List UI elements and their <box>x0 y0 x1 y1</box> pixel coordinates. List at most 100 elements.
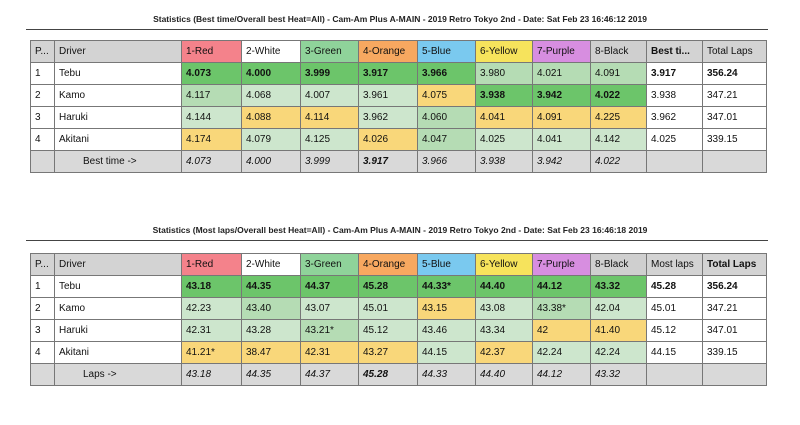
header-3-green[interactable]: 3-Green <box>300 253 359 276</box>
total-cell: 347.21 <box>702 84 767 107</box>
header-4-orange[interactable]: 4-Orange <box>358 253 418 276</box>
footer-label: Laps -> <box>54 363 182 386</box>
total-cell: 347.01 <box>702 106 767 129</box>
table2-title: Statistics (Most laps/Overall best Heat=… <box>152 225 648 235</box>
header-6-yellow[interactable]: 6-Yellow <box>475 40 533 63</box>
header-8-black[interactable]: 8-Black <box>590 40 647 63</box>
lap-cell: 45.12 <box>358 319 418 342</box>
header-driver[interactable]: Driver <box>54 253 182 276</box>
table-row[interactable]: 1 Tebu 4.073 4.000 3.999 3.917 3.966 3.9… <box>30 62 767 85</box>
lap-cell: 3.917 <box>358 62 418 85</box>
lap-cell: 44.37 <box>300 275 359 298</box>
lap-cell: 4.026 <box>358 128 418 151</box>
lap-cell: 38.47 <box>241 341 301 364</box>
lap-cell: 42.23 <box>181 297 242 320</box>
lap-cell: 4.088 <box>241 106 301 129</box>
lap-cell: 4.022 <box>590 84 647 107</box>
header-7-purple[interactable]: 7-Purple <box>532 253 591 276</box>
best-cell: 45.28 <box>646 275 703 298</box>
lap-cell: 4.125 <box>300 128 359 151</box>
table-row[interactable]: 1 Tebu 43.18 44.35 44.37 45.28 44.33* 44… <box>30 275 767 298</box>
pos-cell: 3 <box>30 319 55 342</box>
lap-cell: 43.21* <box>300 319 359 342</box>
lap-cell: 44.33* <box>417 275 476 298</box>
header-7-purple[interactable]: 7-Purple <box>532 40 591 63</box>
header-5-blue[interactable]: 5-Blue <box>417 40 476 63</box>
footer-cell: 4.000 <box>241 150 301 173</box>
header-3-green[interactable]: 3-Green <box>300 40 359 63</box>
footer-cell: 3.917 <box>358 150 418 173</box>
pos-cell: 3 <box>30 106 55 129</box>
lap-cell: 3.942 <box>532 84 591 107</box>
header-2-white[interactable]: 2-White <box>241 253 301 276</box>
best-cell: 3.962 <box>646 106 703 129</box>
most-laps-table: P... Driver 1-Red 2-White 3-Green 4-Oran… <box>30 253 767 386</box>
lap-cell: 42.37 <box>475 341 533 364</box>
footer-cell: 45.28 <box>358 363 418 386</box>
total-cell: 356.24 <box>702 275 767 298</box>
footer-cell: 44.12 <box>532 363 591 386</box>
total-cell: 339.15 <box>702 128 767 151</box>
header-most-laps[interactable]: Most laps <box>646 253 703 276</box>
footer-row: Laps -> 43.18 44.35 44.37 45.28 44.33 44… <box>30 363 767 386</box>
lap-cell: 4.000 <box>241 62 301 85</box>
lap-cell: 43.28 <box>241 319 301 342</box>
table-row[interactable]: 4 Akitani 41.21* 38.47 42.31 43.27 44.15… <box>30 341 767 364</box>
footer-cell: 44.37 <box>300 363 359 386</box>
total-cell: 339.15 <box>702 341 767 364</box>
header-total-laps[interactable]: Total Laps <box>702 40 767 63</box>
lap-cell: 43.46 <box>417 319 476 342</box>
lap-cell: 4.068 <box>241 84 301 107</box>
lap-cell: 4.021 <box>532 62 591 85</box>
table-row[interactable]: 3 Haruki 42.31 43.28 43.21* 45.12 43.46 … <box>30 319 767 342</box>
lap-cell: 45.28 <box>358 275 418 298</box>
header-pos[interactable]: P... <box>30 253 55 276</box>
header-1-red[interactable]: 1-Red <box>181 40 242 63</box>
lap-cell: 4.047 <box>417 128 476 151</box>
header-driver[interactable]: Driver <box>54 40 182 63</box>
table-row[interactable]: 4 Akitani 4.174 4.079 4.125 4.026 4.047 … <box>30 128 767 151</box>
lap-cell: 3.980 <box>475 62 533 85</box>
lap-cell: 4.174 <box>181 128 242 151</box>
total-cell: 347.21 <box>702 297 767 320</box>
lap-cell: 3.999 <box>300 62 359 85</box>
table1-title: Statistics (Best time/Overall best Heat=… <box>153 14 647 24</box>
header-pos[interactable]: P... <box>30 40 55 63</box>
best-cell: 3.938 <box>646 84 703 107</box>
footer-cell: 44.35 <box>241 363 301 386</box>
table-row[interactable]: 2 Kamo 42.23 43.40 43.07 45.01 43.15 43.… <box>30 297 767 320</box>
driver-cell: Kamo <box>54 84 182 107</box>
header-4-orange[interactable]: 4-Orange <box>358 40 418 63</box>
header-2-white[interactable]: 2-White <box>241 40 301 63</box>
header-1-red[interactable]: 1-Red <box>181 253 242 276</box>
header-best-time[interactable]: Best ti... <box>646 40 703 63</box>
table-row[interactable]: 3 Haruki 4.144 4.088 4.114 3.962 4.060 4… <box>30 106 767 129</box>
total-cell: 347.01 <box>702 319 767 342</box>
best-time-table: P... Driver 1-Red 2-White 3-Green 4-Oran… <box>30 40 767 173</box>
lap-cell: 42.04 <box>590 297 647 320</box>
header-5-blue[interactable]: 5-Blue <box>417 253 476 276</box>
header-total-laps[interactable]: Total Laps <box>702 253 767 276</box>
lap-cell: 42.31 <box>181 319 242 342</box>
total-cell: 356.24 <box>702 62 767 85</box>
header-6-yellow[interactable]: 6-Yellow <box>475 253 533 276</box>
best-cell: 3.917 <box>646 62 703 85</box>
lap-cell: 43.18 <box>181 275 242 298</box>
lap-cell: 4.091 <box>532 106 591 129</box>
lap-cell: 3.961 <box>358 84 418 107</box>
table-row[interactable]: 2 Kamo 4.117 4.068 4.007 3.961 4.075 3.9… <box>30 84 767 107</box>
lap-cell: 45.01 <box>358 297 418 320</box>
lap-cell: 3.938 <box>475 84 533 107</box>
pos-cell: 2 <box>30 84 55 107</box>
footer-label: Best time -> <box>54 150 182 173</box>
best-cell: 45.12 <box>646 319 703 342</box>
best-cell: 4.025 <box>646 128 703 151</box>
best-cell: 44.15 <box>646 341 703 364</box>
driver-cell: Akitani <box>54 128 182 151</box>
footer-cell: 4.022 <box>590 150 647 173</box>
header-8-black[interactable]: 8-Black <box>590 253 647 276</box>
lap-cell: 44.12 <box>532 275 591 298</box>
pos-cell: 4 <box>30 341 55 364</box>
lap-cell: 4.041 <box>475 106 533 129</box>
lap-cell: 4.073 <box>181 62 242 85</box>
